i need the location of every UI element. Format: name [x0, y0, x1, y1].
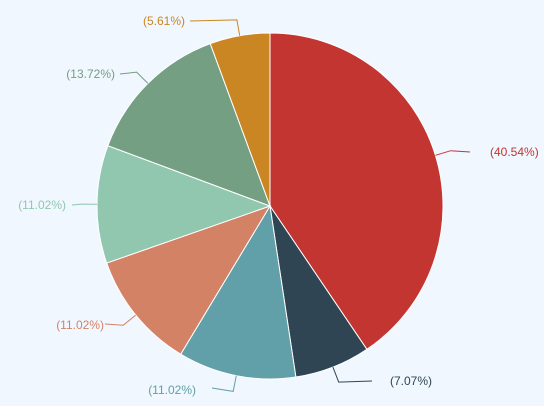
label-leader-line [332, 366, 373, 383]
slice-label: (7.07%) [390, 374, 432, 388]
slice-label: (40.54%) [490, 145, 539, 159]
label-leader-line [211, 375, 237, 392]
pie-slice[interactable] [269, 32, 444, 351]
pie-slice[interactable] [96, 145, 272, 264]
slice-label: (11.02%) [148, 383, 196, 397]
label-leader-line [119, 71, 149, 84]
slice-label: (11.02%) [18, 198, 66, 212]
pie-slice[interactable] [106, 205, 272, 355]
label-leader-line [71, 203, 98, 206]
pie-slice[interactable] [180, 204, 297, 380]
slice-label: (5.61%) [143, 14, 185, 28]
pie-slice[interactable] [107, 42, 271, 207]
slice-label: (11.02%) [56, 318, 104, 332]
label-leader-line [435, 150, 471, 156]
slice-label: (13.72%) [66, 67, 115, 81]
label-leader-line [189, 19, 241, 36]
label-leader-line [104, 314, 137, 326]
